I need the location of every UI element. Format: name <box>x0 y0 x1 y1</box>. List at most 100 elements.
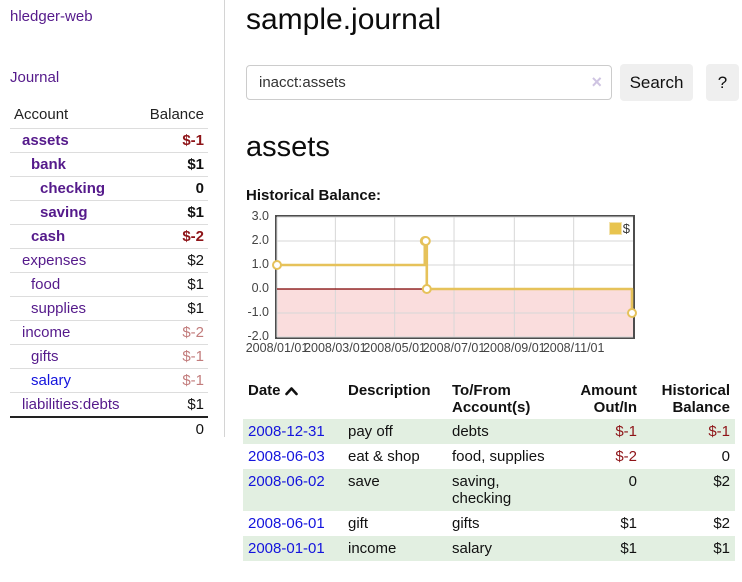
transaction-date-link[interactable]: 2008-06-01 <box>248 515 325 532</box>
transaction-accounts: gifts <box>452 515 480 532</box>
account-link[interactable]: saving <box>40 204 88 221</box>
accounts-total-value: 0 <box>137 416 208 441</box>
account-balance: $-2 <box>182 324 204 341</box>
legend-series-label: $ <box>622 221 630 236</box>
transaction-balance: 0 <box>721 448 730 465</box>
transaction-balance: $2 <box>713 473 730 490</box>
transaction-amount: $1 <box>620 515 637 532</box>
transaction-balance: $1 <box>713 540 730 557</box>
accounts-total-spacer <box>10 416 138 441</box>
page-title: sample.journal <box>246 3 442 36</box>
accounts-column-header: To/From Account(s) <box>452 382 531 416</box>
account-row: saving $1 <box>10 200 208 225</box>
account-link[interactable]: gifts <box>31 348 59 365</box>
account-link[interactable]: liabilities:debts <box>22 396 120 413</box>
account-balance: $1 <box>187 396 204 413</box>
chart-legend: $ <box>608 221 630 236</box>
account-link[interactable]: expenses <box>22 252 87 269</box>
account-row: gifts $-1 <box>10 344 208 369</box>
x-tick-label: 2008/09/01 <box>483 341 546 355</box>
x-axis-tick-labels: 2008/01/01 2008/03/01 2008/05/01 2008/07/01… <box>246 341 639 359</box>
search-form: × Search ? <box>246 64 739 101</box>
date-column-header-sort[interactable]: Date <box>243 379 343 419</box>
y-tick-label: -1.0 <box>247 305 269 319</box>
transaction-date-link[interactable]: 2008-01-01 <box>248 540 325 557</box>
amount-column-header: Amount Out/In <box>580 382 637 416</box>
account-balance: $-1 <box>182 132 204 149</box>
account-row: bank $1 <box>10 152 208 177</box>
description-column-header: Description <box>348 382 431 399</box>
chart-canvas <box>272 216 637 338</box>
transaction-description: income <box>348 540 397 557</box>
transaction-row[interactable]: 2008-06-03 eat & shop food, supplies $-2 0 <box>243 444 735 469</box>
accounts-column-header: Account <box>14 106 69 123</box>
sidebar: hledger-web Journal Account Balance asse… <box>0 0 225 441</box>
account-heading: assets <box>246 131 330 163</box>
y-tick-label: 0.0 <box>251 281 269 295</box>
account-row: cash $-2 <box>10 224 208 249</box>
date-column-label: Date <box>248 382 281 399</box>
transaction-date-link[interactable]: 2008-06-03 <box>248 448 325 465</box>
account-row: liabilities:debts $1 <box>10 392 208 417</box>
transaction-amount: $-1 <box>615 423 637 440</box>
search-input[interactable] <box>246 65 612 100</box>
transactions-table: Date Description To/From Account(s) Amou… <box>243 379 735 561</box>
transaction-row[interactable]: 2008-06-02 save saving, checking 0 $2 <box>243 469 735 511</box>
historical-balance-chart: 3.0 2.0 1.0 0.0 -1.0 -2.0 $ 2008/01/01 2008/03… <box>243 209 739 359</box>
transaction-amount: $-2 <box>615 448 637 465</box>
main-content: sample.journal × Search ? assets Histori… <box>243 0 739 561</box>
brand-link[interactable]: hledger-web <box>10 8 93 25</box>
balance-column-header: Historical Balance <box>661 382 730 416</box>
x-tick-label: 2008/11/01 <box>542 341 605 355</box>
account-row: income $-2 <box>10 320 208 345</box>
account-link[interactable]: food <box>31 276 61 293</box>
balance-column-header: Balance <box>149 106 204 123</box>
accounts-table-header: Account Balance <box>10 102 208 129</box>
sidebar-item-journal[interactable]: Journal <box>10 69 60 86</box>
account-balance: $-1 <box>182 372 204 389</box>
clear-search-icon[interactable]: × <box>591 72 602 92</box>
chevron-up-icon <box>284 383 298 400</box>
search-button[interactable]: Search <box>620 64 693 101</box>
transaction-row[interactable]: 2008-12-31 pay off debts $-1 $-1 <box>243 419 735 444</box>
account-link[interactable]: income <box>22 324 71 341</box>
account-row: assets $-1 <box>10 128 208 153</box>
transaction-accounts: debts <box>452 423 489 440</box>
account-link[interactable]: supplies <box>31 300 87 317</box>
y-axis-tick-labels: 3.0 2.0 1.0 0.0 -1.0 -2.0 <box>243 209 272 343</box>
account-link[interactable]: checking <box>40 180 106 197</box>
transaction-date-link[interactable]: 2008-12-31 <box>248 423 325 440</box>
transaction-row[interactable]: 2008-01-01 income salary $1 $1 <box>243 536 735 561</box>
account-row: food $1 <box>10 272 208 297</box>
legend-swatch-icon <box>608 222 622 235</box>
account-balance: $1 <box>187 276 204 293</box>
transaction-balance: $2 <box>713 515 730 532</box>
account-row: salary $-1 <box>10 368 208 393</box>
accounts-balance-table: Account Balance assets $-1 bank $1 checking 0… <box>10 102 208 441</box>
x-tick-label: 2008/01/01 <box>245 341 309 355</box>
y-tick-label: 2.0 <box>251 233 269 247</box>
transaction-accounts: food, supplies <box>452 448 545 465</box>
help-button[interactable]: ? <box>706 64 739 101</box>
transaction-description: gift <box>348 515 369 532</box>
account-balance: $1 <box>187 300 204 317</box>
transaction-description: save <box>348 473 380 490</box>
account-link[interactable]: cash <box>31 228 66 245</box>
account-balance: 0 <box>195 180 204 197</box>
account-balance: $-1 <box>182 348 204 365</box>
account-row: expenses $2 <box>10 248 208 273</box>
y-tick-label: 3.0 <box>251 209 269 223</box>
account-balance: $1 <box>187 204 204 221</box>
transaction-amount: $1 <box>620 540 637 557</box>
x-tick-label: 2008/07/01 <box>422 341 486 355</box>
x-tick-label: 2008/03/01 <box>304 341 367 355</box>
transactions-table-header: Date Description To/From Account(s) Amou… <box>243 379 735 419</box>
x-tick-label: 2008/05/01 <box>363 341 426 355</box>
account-link[interactable]: salary <box>31 372 72 389</box>
account-link[interactable]: assets <box>22 132 69 149</box>
transaction-row[interactable]: 2008-06-01 gift gifts $1 $2 <box>243 511 735 536</box>
account-link[interactable]: bank <box>31 156 67 173</box>
transaction-description: pay off <box>348 423 393 440</box>
transaction-date-link[interactable]: 2008-06-02 <box>248 473 325 490</box>
accounts-total-row: 0 <box>10 416 208 441</box>
